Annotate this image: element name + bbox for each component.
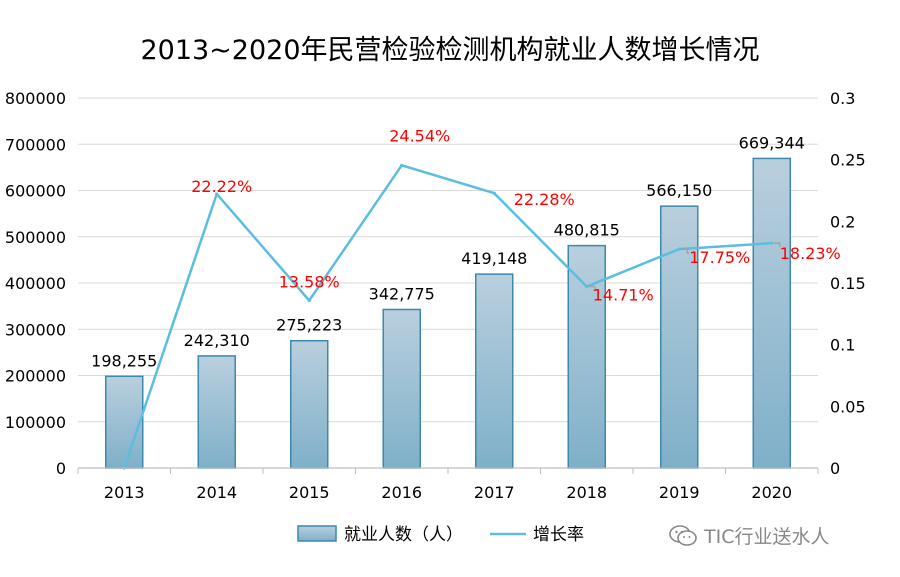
right-tick-label: 0.15: [830, 274, 866, 293]
bar-data-label: 342,775: [369, 284, 435, 303]
left-tick-label: 100000: [5, 413, 66, 432]
legend-bar-label: 就业人数（人）: [344, 525, 463, 545]
x-tick-label: 2017: [474, 483, 515, 502]
growth-line-path: [123, 164, 772, 469]
right-tick-label: 0.2: [830, 212, 855, 231]
left-tick-label: 600000: [5, 182, 66, 201]
right-tick-label: 0.3: [830, 89, 855, 108]
bar: [197, 355, 236, 469]
left-tick-label: 500000: [5, 228, 66, 247]
line-data-label: 14.71%: [593, 286, 654, 305]
x-tick-label: 2016: [381, 483, 422, 502]
growth-point: [307, 298, 311, 303]
right-tick-label: 0.25: [830, 151, 866, 170]
growth-line: 22.22% 13.58% 24.54% 22.28% 14.71% 17.75% 18.2…: [122, 126, 841, 470]
left-tick-label: 800000: [5, 89, 66, 108]
line-data-label: 13.58%: [279, 273, 340, 292]
x-tick-label: 2019: [659, 483, 700, 502]
bar: [567, 244, 606, 469]
right-axis: 0 0.05 0.1 0.15 0.2 0.25 0.3: [830, 89, 866, 478]
growth-point: [492, 191, 496, 195]
line-data-label: 24.54%: [389, 126, 450, 145]
left-tick-label: 700000: [5, 135, 66, 154]
wechat-icon: [669, 524, 697, 546]
left-tick-label: 300000: [5, 320, 66, 339]
legend: 就业人数（人） 增长率: [297, 525, 584, 545]
bars: 198,255 242,310 275,223 342,775 419,148 480,8…: [91, 133, 805, 469]
growth-point: [677, 247, 681, 251]
right-tick-label: 0: [830, 459, 840, 478]
bar: [660, 205, 699, 469]
x-tick-label: 2015: [289, 483, 330, 502]
bar-data-label: 419,148: [461, 249, 527, 268]
x-axis: 2013 2014 2015 2016 2017 2018 2019 2020: [77, 467, 819, 502]
line-label-leader: [681, 248, 690, 254]
legend-bar-swatch: [297, 525, 337, 542]
left-axis: 0 100000 200000 300000 400000 500000 600000 700…: [5, 89, 66, 478]
chart-title: 2013~2020年民营检验检测机构就业人数增长情况: [140, 35, 760, 66]
bar: [752, 157, 791, 469]
line-data-label: 22.28%: [514, 190, 575, 209]
right-tick-label: 0.05: [830, 397, 866, 416]
legend-line-label: 增长率: [533, 525, 584, 545]
left-tick-label: 0: [56, 459, 66, 478]
bar-data-label: 242,310: [184, 331, 250, 350]
x-tick-label: 2014: [196, 483, 237, 502]
growth-point: [400, 163, 404, 167]
bar: [105, 375, 144, 469]
left-tick-label: 200000: [5, 367, 66, 386]
line-data-label: 22.22%: [191, 177, 252, 196]
bar-data-label: 198,255: [91, 351, 157, 370]
x-tick-label: 2018: [566, 483, 607, 502]
bar: [382, 308, 421, 469]
x-tick-label: 2013: [104, 483, 145, 502]
growth-point: [585, 284, 589, 289]
right-tick-label: 0.1: [830, 336, 855, 355]
bar-data-label: 275,223: [276, 316, 342, 335]
x-tick-label: 2020: [751, 483, 792, 502]
line-data-label: 17.75%: [689, 248, 750, 267]
line-data-label: 18.23%: [780, 244, 841, 263]
growth-point: [215, 192, 219, 196]
watermark-text: TIC行业送水人: [704, 526, 830, 548]
bar-data-label: 669,344: [739, 133, 805, 152]
bar: [290, 339, 329, 469]
watermark: TIC行业送水人: [668, 522, 829, 549]
bar-data-label: 480,815: [554, 221, 620, 240]
left-tick-label: 400000: [5, 274, 66, 293]
bar-data-label: 566,150: [646, 181, 712, 200]
bar: [475, 273, 514, 469]
line-label-leader: [773, 242, 781, 248]
growth-point: [770, 241, 774, 245]
line-label-leader: [588, 285, 596, 292]
